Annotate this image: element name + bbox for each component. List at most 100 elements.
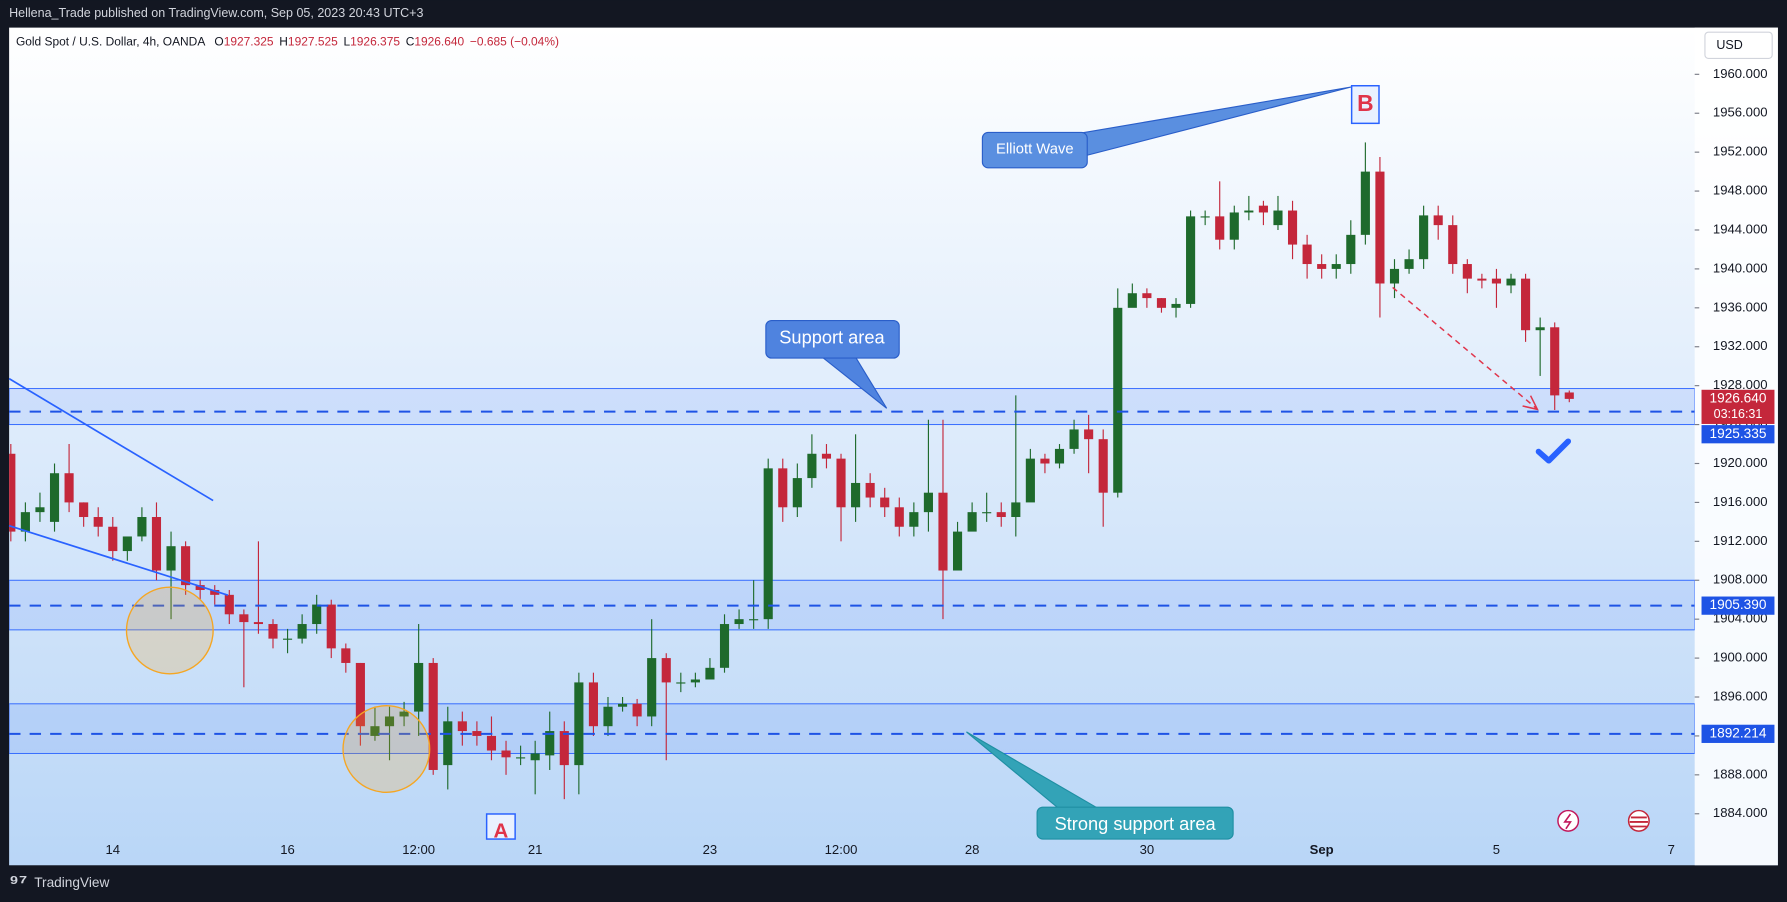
candle-body bbox=[1462, 264, 1472, 279]
candle-body bbox=[312, 604, 322, 625]
y-tick-label: 1952.000 bbox=[1713, 144, 1768, 159]
legend-text: C bbox=[406, 35, 415, 49]
candle-body bbox=[1142, 293, 1152, 299]
candle-body bbox=[326, 604, 336, 649]
legend-text: 1926.640 bbox=[414, 35, 464, 49]
y-tick-label: 1928.000 bbox=[1713, 377, 1768, 392]
candle-body bbox=[239, 614, 249, 623]
candle-body bbox=[1550, 327, 1560, 396]
candle-body bbox=[93, 517, 103, 527]
candle-body bbox=[894, 507, 904, 527]
candle-body bbox=[1011, 502, 1021, 518]
price-label-countdown: 03:16:31 bbox=[1714, 407, 1763, 421]
candle-body bbox=[603, 706, 613, 727]
callout-text: Elliott Wave bbox=[996, 141, 1074, 157]
candle-body bbox=[690, 679, 700, 683]
y-tick-label: 1940.000 bbox=[1713, 260, 1768, 275]
y-tick-label: 1884.000 bbox=[1713, 805, 1768, 820]
legend-text: O bbox=[214, 35, 223, 49]
candle-body bbox=[982, 512, 992, 514]
candle-body bbox=[807, 453, 817, 479]
candle-body bbox=[923, 492, 933, 513]
highlight-circle bbox=[342, 705, 431, 794]
candle-body bbox=[719, 624, 730, 668]
check-mark bbox=[1535, 438, 1572, 464]
candle-body bbox=[1025, 458, 1035, 503]
candle-body bbox=[1156, 298, 1167, 308]
candle-body bbox=[996, 512, 1006, 518]
candle-body bbox=[676, 682, 686, 684]
currency-button[interactable] bbox=[1704, 31, 1773, 59]
candle-body bbox=[1084, 429, 1094, 440]
y-tick-label: 1960.000 bbox=[1713, 66, 1768, 81]
candle-body bbox=[1535, 327, 1545, 331]
candle-body bbox=[399, 711, 409, 717]
candle-body bbox=[1346, 234, 1356, 265]
candle-body bbox=[1360, 171, 1370, 235]
candle-body bbox=[1389, 268, 1400, 284]
candle-body bbox=[1433, 215, 1443, 226]
candle-body bbox=[763, 468, 773, 620]
y-tick-label: 1956.000 bbox=[1713, 105, 1768, 120]
candle-body bbox=[1317, 264, 1327, 269]
candle-body bbox=[749, 619, 759, 621]
candle-body bbox=[952, 531, 963, 571]
candle-body bbox=[210, 589, 220, 595]
candle-body bbox=[1448, 225, 1458, 265]
candle-body bbox=[1491, 278, 1502, 284]
candle-body bbox=[1040, 458, 1050, 464]
callout-text: Strong support area bbox=[1055, 813, 1217, 834]
highlight-circle bbox=[125, 586, 214, 675]
candle-body bbox=[1244, 210, 1254, 213]
event-icon[interactable] bbox=[1627, 809, 1650, 832]
candle-body bbox=[1200, 216, 1210, 218]
candle-body bbox=[137, 517, 147, 537]
x-tick-label: 12:00 bbox=[402, 842, 435, 857]
candle-body bbox=[64, 473, 74, 503]
candle-body bbox=[880, 497, 890, 508]
callout-box bbox=[765, 319, 900, 359]
candle-body bbox=[661, 658, 671, 683]
header: Hellena_Trade published on TradingView.c… bbox=[9, 6, 423, 20]
candle-body bbox=[705, 667, 715, 680]
zone bbox=[9, 388, 1695, 426]
candle-body bbox=[530, 753, 540, 761]
candle-body bbox=[1419, 215, 1429, 260]
wave-label: A bbox=[493, 820, 508, 843]
candle-body bbox=[20, 512, 30, 532]
plot bbox=[9, 142, 1695, 800]
candle-body bbox=[647, 658, 657, 717]
candle-body bbox=[574, 682, 584, 766]
candle-body bbox=[938, 492, 948, 571]
candle-body bbox=[1477, 278, 1487, 281]
event-icon[interactable] bbox=[1557, 809, 1580, 832]
candle-body bbox=[1564, 392, 1574, 399]
candle-body bbox=[283, 638, 293, 640]
price-label: 1892.214 bbox=[1710, 725, 1767, 740]
price-label-box bbox=[1701, 596, 1775, 615]
candle-body bbox=[486, 735, 497, 751]
candle-body bbox=[836, 458, 846, 508]
wave-label-box bbox=[485, 813, 516, 840]
candle-body bbox=[108, 526, 118, 552]
y-tick-label: 1888.000 bbox=[1713, 766, 1768, 781]
callout-text: Support area bbox=[779, 327, 885, 348]
candle-body bbox=[1229, 212, 1239, 240]
legend-text: L bbox=[343, 35, 350, 49]
axes: 1884.0001888.0001892.0001896.0001900.000… bbox=[105, 66, 1775, 857]
candle-body bbox=[79, 502, 89, 518]
candle-body bbox=[341, 648, 351, 663]
x-tick-label: 28 bbox=[965, 842, 980, 857]
candle-body bbox=[35, 507, 45, 513]
candle-body bbox=[1331, 264, 1341, 269]
candle-body bbox=[1186, 216, 1196, 304]
y-tick-label: 1944.000 bbox=[1713, 221, 1768, 236]
y-tick-label: 1936.000 bbox=[1713, 299, 1768, 314]
candle-body bbox=[355, 662, 365, 727]
legend-text: H bbox=[279, 35, 288, 49]
candle-body bbox=[1171, 303, 1181, 308]
candle-body bbox=[457, 721, 467, 732]
candle-body bbox=[49, 473, 60, 522]
